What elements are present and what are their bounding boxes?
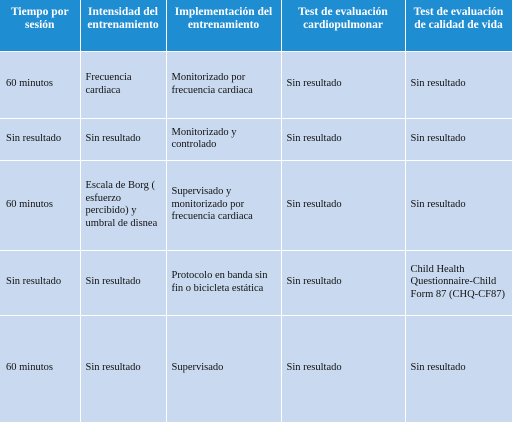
table-cell: Monitorizado y controlado [166, 118, 282, 161]
table-cell: Supervisado [166, 315, 282, 423]
header-implementacion: Implementación del entrenamiento [166, 0, 282, 52]
table-cell: 60 minutos [0, 315, 81, 423]
table-cell: Sin resultado [80, 315, 167, 423]
table-row: 60 minutos Frecuencia cardiaca Monitoriz… [0, 51, 512, 119]
table-cell: Sin resultado [405, 160, 512, 251]
table-cell: Monitorizado por frecuencia cardiaca [166, 51, 282, 119]
table-cell: Escala de Borg ( esfuerzo percibido) y u… [80, 160, 167, 251]
table-cell: Sin resultado [281, 250, 406, 316]
table-cell: Child Health Questionnaire-Child Form 87… [405, 250, 512, 316]
table-cell: Sin resultado [281, 315, 406, 423]
header-test-cardiopulmonar: Test de evaluación cardiopulmonar [281, 0, 406, 52]
table-cell: Protocolo en banda sin fin o bicicleta e… [166, 250, 282, 316]
table-cell: Sin resultado [281, 160, 406, 251]
table-cell: 60 minutos [0, 160, 81, 251]
table-cell: Sin resultado [0, 250, 81, 316]
table-cell: Sin resultado [281, 118, 406, 161]
table-cell: Sin resultado [405, 118, 512, 161]
table-cell: Supervisado y monitorizado por frecuenci… [166, 160, 282, 251]
header-test-calidad-vida: Test de evaluación de calidad de vida [405, 0, 512, 52]
table-row: Sin resultado Sin resultado Protocolo en… [0, 250, 512, 316]
table-cell: Sin resultado [80, 250, 167, 316]
table-row: Sin resultado Sin resultado Monitorizado… [0, 118, 512, 161]
header-tiempo: Tiempo por sesión [0, 0, 81, 52]
table-cell: Sin resultado [405, 51, 512, 119]
table-cell: Sin resultado [0, 118, 81, 161]
header-intensidad: Intensidad del entrenamiento [80, 0, 167, 52]
table-cell: Frecuencia cardiaca [80, 51, 167, 119]
table-header-row: Tiempo por sesión Intensidad del entrena… [0, 0, 512, 52]
table-row: 60 minutos Sin resultado Supervisado Sin… [0, 315, 512, 423]
table-cell: Sin resultado [405, 315, 512, 423]
table-cell: Sin resultado [80, 118, 167, 161]
table-cell: Sin resultado [281, 51, 406, 119]
table-row: 60 minutos Escala de Borg ( esfuerzo per… [0, 160, 512, 251]
table-cell: 60 minutos [0, 51, 81, 119]
